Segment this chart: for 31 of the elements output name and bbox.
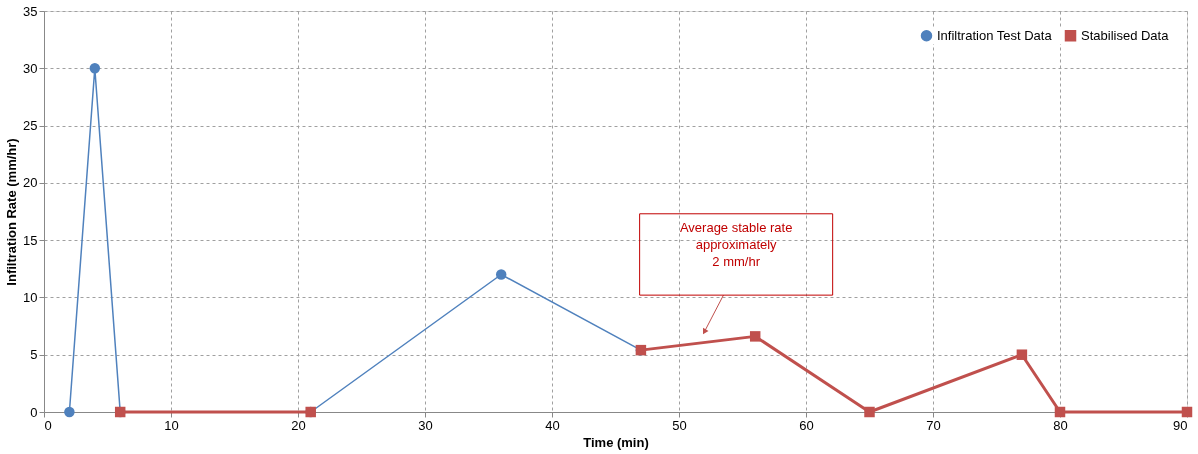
y-tick-label: 30 (23, 60, 38, 76)
legend-label: Infiltration Test Data (937, 27, 1053, 43)
point (864, 406, 875, 418)
x-tick-label: 50 (672, 417, 687, 433)
y-tick-label: 5 (30, 347, 38, 363)
point (89, 63, 101, 74)
x-tick-label: 0 (44, 417, 52, 433)
x-tick-label: 90 (1173, 417, 1188, 433)
point (64, 406, 75, 418)
y-tick-label: 0 (30, 404, 38, 420)
y-tick-label: 15 (23, 232, 38, 248)
point (1181, 406, 1193, 418)
x-tick-label: 40 (545, 417, 560, 433)
x-axis-title: Time (min) (583, 434, 649, 450)
y-tick-label: 35 (23, 3, 38, 19)
x-tick-label: 30 (418, 417, 433, 433)
point (749, 331, 761, 342)
x-tick-label: 70 (926, 417, 941, 433)
annotation: Average stable rate approximately 2 mm/hr (679, 219, 793, 269)
x-tick-label: 60 (799, 417, 814, 433)
y-tick-label: 25 (23, 118, 38, 134)
x-tick-label: 80 (1053, 417, 1068, 433)
point (1054, 406, 1066, 418)
legend-label: Stabilised Data (1081, 27, 1170, 43)
y-tick-label: 20 (23, 175, 38, 191)
y-axis-title: Infiltration Rate (mm/hr) (4, 138, 20, 286)
y-tick-label: 10 (23, 289, 38, 305)
point (1016, 349, 1028, 360)
x-tick-label: 20 (291, 417, 306, 433)
point (495, 269, 507, 280)
x-tick-label: 10 (164, 417, 179, 433)
